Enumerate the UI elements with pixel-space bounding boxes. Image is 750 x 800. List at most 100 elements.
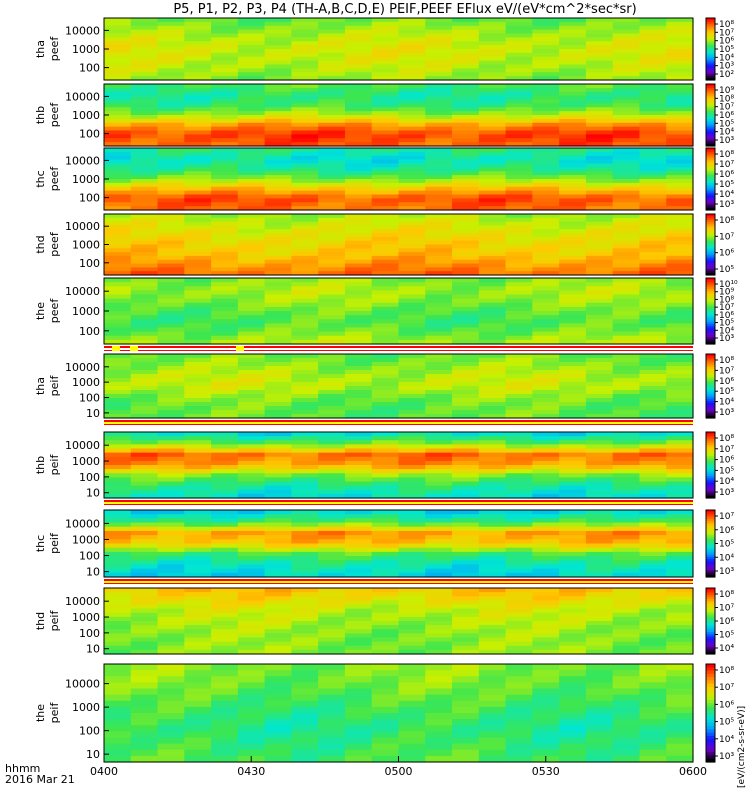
spectrogram-cell (157, 335, 185, 341)
spectrogram-cell (639, 682, 667, 690)
spectrogram-cell (478, 45, 507, 50)
spectrogram-cell (478, 217, 507, 223)
spectrogram-cell (371, 263, 400, 268)
colorbar-segment (706, 471, 715, 475)
spectrogram-image (104, 148, 694, 211)
spectrogram-cell (291, 99, 319, 104)
spectrogram-cell (344, 111, 373, 116)
spectrogram-cell (559, 551, 587, 557)
spectrogram-cell (264, 465, 293, 470)
spectrogram-cell (211, 331, 239, 337)
spectrogram-cell (157, 489, 185, 495)
colorbar-segment (706, 649, 715, 653)
spectrogram-cell (666, 331, 694, 337)
spectrogram-cell (532, 335, 560, 341)
spectrogram-cell (478, 315, 507, 320)
spectrogram-cell (585, 374, 614, 379)
spectrogram-cell (505, 370, 533, 375)
spectrogram-cell (478, 225, 507, 230)
spectrogram-cell (639, 641, 667, 647)
spectrogram-cell (371, 56, 400, 62)
colorbar-tick-label: 10³ (719, 752, 734, 762)
spectrogram-cell (211, 572, 239, 578)
spectrogram-cell (505, 633, 533, 639)
spectrogram-cell (291, 76, 319, 81)
spectrogram-cell (666, 111, 694, 116)
spectrogram-cell (505, 535, 533, 540)
spectrogram-cell (264, 374, 293, 379)
spectrogram-cell (371, 664, 400, 671)
colorbar-segment (706, 495, 715, 499)
spectrogram-cell (532, 84, 560, 89)
spectrogram-cell (264, 700, 293, 708)
spectrogram-cell (184, 564, 212, 570)
spectrogram-cell (478, 625, 507, 630)
spectrogram-cell (425, 530, 453, 536)
colorbar-segment (706, 98, 715, 102)
y-tick-label: 1000 (72, 305, 100, 318)
spectrogram-cell (211, 190, 239, 196)
spectrogram-cell (318, 52, 346, 58)
spectrogram-cell (104, 72, 132, 77)
spectrogram-cell (291, 477, 319, 483)
spectrogram-cell (505, 676, 533, 683)
product-label: peef (48, 102, 61, 128)
spectrogram-cell (666, 91, 694, 97)
spectrogram-cell (184, 731, 212, 739)
spectrogram-cell (425, 694, 453, 702)
spectrogram-cell (211, 547, 239, 553)
spectrogram-cell (318, 327, 346, 333)
spectrogram-cell (425, 315, 453, 320)
spectrogram-cell (371, 358, 400, 363)
colorbar-segment (706, 563, 715, 567)
spectrogram-cell (291, 676, 319, 683)
spectrogram-cell (532, 600, 560, 606)
spectrogram-cell (184, 362, 212, 367)
spectrogram-cell (425, 621, 453, 626)
spectrogram-cell (211, 327, 239, 333)
spectrogram-cell (532, 41, 560, 46)
spectrogram-cell (184, 522, 212, 528)
spectrogram-cell (559, 362, 587, 367)
spectrogram-cell (291, 225, 319, 230)
spectrogram-cell (211, 629, 239, 634)
spectrogram-cell (371, 298, 400, 304)
spectrogram-cell (585, 406, 614, 411)
colorbar-segment (706, 291, 715, 294)
spectrogram-cell (666, 600, 694, 606)
spectrogram-cell (264, 406, 293, 411)
spectrogram-cell (291, 240, 319, 246)
spectrogram-cell (532, 142, 560, 147)
spectrogram-cell (398, 436, 426, 441)
colorbar-segment (706, 443, 715, 446)
spectrogram-cell (585, 568, 614, 574)
spectrogram-cell (184, 236, 212, 242)
spectrogram-cell (585, 25, 614, 31)
spectrogram-cell (371, 448, 400, 454)
spectrogram-cell (612, 588, 641, 593)
spectrogram-cell (532, 616, 560, 622)
spectrogram-cell (211, 366, 239, 371)
spectrogram-cell (666, 60, 694, 66)
colorbar-tick-label: 10⁴ (719, 190, 734, 200)
spectrogram-cell (264, 263, 293, 268)
spectrogram-cell (211, 543, 239, 549)
spectrogram-cell (237, 225, 266, 230)
spectrogram-cell (130, 539, 159, 545)
spectrogram-cell (612, 530, 641, 536)
spectrogram-cell (371, 134, 400, 139)
spectrogram-cell (291, 91, 319, 97)
spectrogram-cell (237, 271, 266, 276)
spectrogram-cell (505, 52, 533, 58)
spectrogram-cell (639, 592, 667, 597)
spectrogram-cell (559, 737, 587, 745)
spectrogram-cell (612, 118, 641, 124)
spectrogram-cell (666, 398, 694, 403)
spectrogram-cell (371, 436, 400, 441)
spectrogram-cell (425, 543, 453, 549)
spectrogram-cell (264, 621, 293, 626)
spectrogram-cell (264, 221, 293, 227)
spectrogram-cell (104, 76, 132, 81)
spectrogram-cell (452, 706, 480, 714)
spectrogram-cell (559, 175, 587, 180)
